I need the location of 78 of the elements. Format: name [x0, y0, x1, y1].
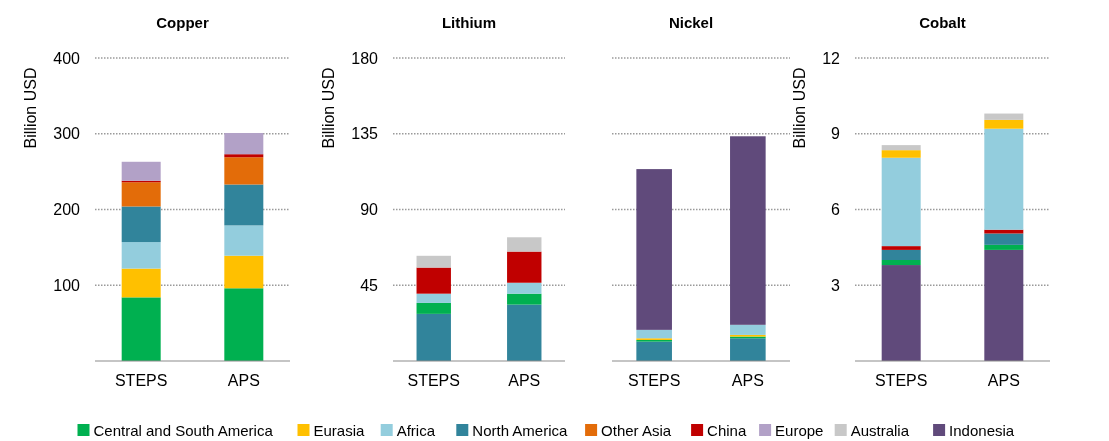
x-tick-label: APS — [227, 372, 260, 389]
bar — [881, 150, 921, 158]
bar — [224, 157, 264, 185]
legend-label: North America — [472, 422, 568, 439]
y-tick-label: 12 — [822, 49, 841, 67]
bar — [730, 338, 766, 361]
legend-label: Eurasia — [313, 422, 366, 439]
bar — [121, 182, 161, 207]
bar — [636, 341, 672, 361]
bar — [121, 242, 161, 269]
y-tick-label: 300 — [53, 125, 81, 143]
bar — [416, 255, 451, 268]
legend-label: Australia — [850, 422, 910, 439]
y-axis-title: Billion USD — [22, 67, 39, 149]
bar — [881, 260, 921, 266]
legend-label: Other Asia — [601, 422, 672, 439]
bar — [121, 206, 161, 243]
bar — [507, 304, 542, 361]
chart-title: Lithium — [441, 14, 497, 31]
bar — [507, 293, 542, 305]
legend-label: China — [707, 422, 747, 439]
bar — [984, 119, 1024, 129]
x-tick-label: APS — [508, 372, 541, 389]
x-tick-label: STEPS — [114, 372, 168, 389]
bar — [984, 249, 1024, 361]
x-tick-label: STEPS — [874, 372, 928, 389]
chart-title: Cobalt — [919, 14, 966, 31]
chart-title: Nickel — [668, 14, 714, 31]
bar — [224, 184, 264, 226]
bar — [984, 233, 1024, 245]
bar — [416, 313, 451, 361]
x-tick-label: STEPS — [407, 372, 460, 389]
bar — [636, 329, 672, 339]
y-tick-label: 400 — [53, 49, 81, 67]
bar — [507, 282, 542, 294]
y-tick-label: 6 — [831, 201, 841, 219]
legend-label: Indonesia — [949, 422, 1015, 439]
y-tick-label: 9 — [831, 125, 841, 143]
bar — [984, 128, 1024, 230]
bar — [984, 113, 1024, 120]
bar — [881, 246, 921, 250]
y-axis-title: Billion USD — [791, 67, 808, 149]
bar — [121, 297, 161, 361]
y-axis-title: Billion USD — [320, 67, 337, 149]
y-tick-label: 3 — [831, 276, 841, 294]
bar — [224, 132, 264, 155]
legend-label: Europe — [775, 422, 824, 439]
bar — [416, 267, 451, 294]
x-tick-label: APS — [987, 372, 1020, 389]
x-tick-label: APS — [731, 372, 764, 389]
bar — [121, 161, 161, 181]
bar — [416, 302, 451, 314]
y-tick-label: 135 — [351, 125, 379, 143]
y-tick-label: 90 — [360, 201, 379, 219]
y-tick-label: 100 — [53, 276, 81, 294]
bar — [984, 244, 1024, 250]
bar — [881, 157, 921, 247]
bar — [730, 324, 766, 335]
bar — [224, 154, 264, 158]
bar — [507, 237, 542, 252]
bar — [881, 249, 921, 260]
bar — [881, 265, 921, 361]
bar — [507, 251, 542, 283]
chart-title: Copper — [156, 14, 209, 31]
x-tick-label: STEPS — [627, 372, 681, 389]
bar — [224, 255, 264, 289]
bar — [636, 169, 672, 330]
y-tick-label: 180 — [351, 49, 379, 67]
legend-label: Central and South America — [93, 422, 274, 439]
y-tick-label: 45 — [360, 276, 379, 294]
bar — [224, 225, 264, 256]
bar — [224, 288, 264, 361]
legend-label: Africa — [396, 422, 436, 439]
bar — [881, 145, 921, 151]
bar — [730, 136, 766, 325]
y-tick-label: 200 — [53, 201, 81, 219]
bar — [416, 293, 451, 303]
bar — [121, 268, 161, 298]
